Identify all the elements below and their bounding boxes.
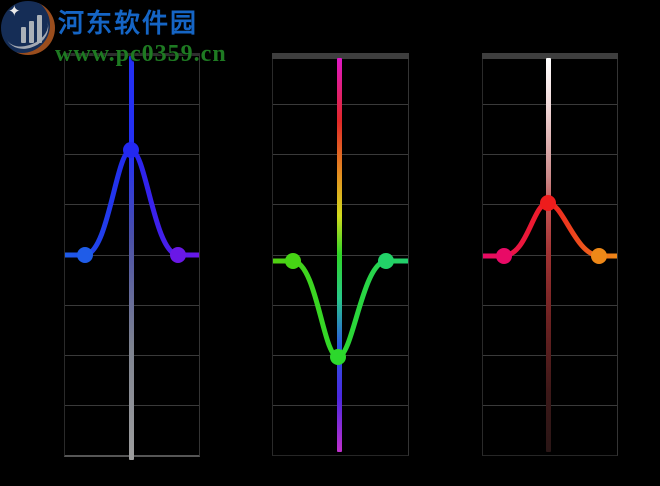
blue-channel-curve-path bbox=[65, 147, 199, 258]
green-channel-gradient-line bbox=[337, 58, 342, 452]
red-channel-gradient-line bbox=[546, 58, 551, 452]
blue-channel-gradient-line bbox=[129, 56, 134, 460]
red-channel-control-point-0[interactable] bbox=[496, 248, 512, 264]
green-channel-curve-path bbox=[273, 258, 408, 360]
panel-top-bar bbox=[482, 53, 618, 59]
panel-top-bar bbox=[64, 53, 200, 56]
panel-top-bar bbox=[272, 53, 409, 59]
green-channel-control-point-2[interactable] bbox=[378, 253, 394, 269]
site-logo-icon: ✦ bbox=[1, 1, 55, 55]
green-channel-curve bbox=[273, 253, 408, 365]
curve-panel-blue-channel bbox=[64, 53, 200, 460]
blue-channel-curve bbox=[65, 142, 199, 263]
red-channel-control-point-1[interactable] bbox=[540, 195, 556, 211]
red-channel-curve-path bbox=[483, 200, 617, 259]
logo-bar bbox=[37, 15, 42, 43]
red-channel-control-point-2[interactable] bbox=[591, 248, 607, 264]
star-icon: ✦ bbox=[8, 3, 21, 20]
watermark-site-name: 河东软件园 bbox=[58, 8, 199, 38]
watermark-site-url: www.pc0359.cn bbox=[55, 41, 227, 67]
curve-panel-green-channel bbox=[272, 53, 409, 456]
blue-channel-control-point-2[interactable] bbox=[170, 247, 186, 263]
watermark: ✦ 河东软件园 www.pc0359.cn bbox=[0, 0, 230, 75]
logo-bar bbox=[21, 27, 26, 43]
red-channel-curve bbox=[483, 195, 617, 264]
curve-panel-red-channel bbox=[482, 53, 618, 456]
blue-channel-control-point-0[interactable] bbox=[77, 247, 93, 263]
green-channel-control-point-1[interactable] bbox=[330, 349, 346, 365]
green-channel-control-point-0[interactable] bbox=[285, 253, 301, 269]
blue-channel-control-point-1[interactable] bbox=[123, 142, 139, 158]
logo-bar bbox=[29, 21, 34, 43]
